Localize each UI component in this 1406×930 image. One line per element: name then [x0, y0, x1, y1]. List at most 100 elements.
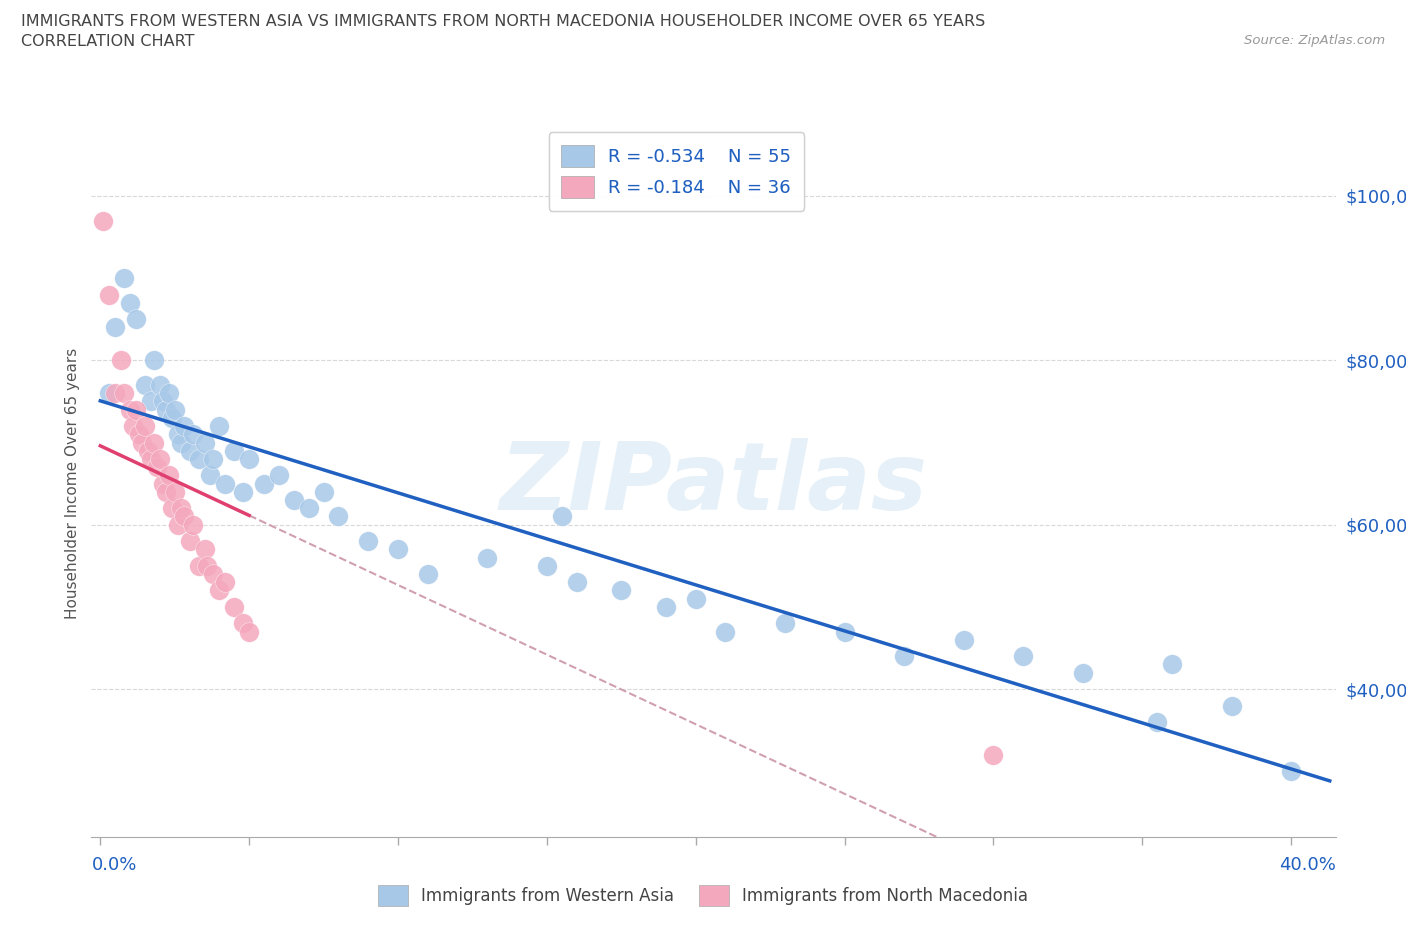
- Point: [155, 402, 177, 417]
- Point: [187, 558, 209, 573]
- Point: [232, 616, 254, 631]
- Point: [98, 287, 121, 302]
- Point: [565, 575, 588, 590]
- Point: [1071, 665, 1094, 680]
- Point: [125, 312, 148, 326]
- Point: [157, 468, 180, 483]
- Point: [357, 534, 380, 549]
- Point: [834, 624, 856, 639]
- Point: [214, 575, 236, 590]
- Point: [142, 435, 165, 450]
- Point: [267, 468, 290, 483]
- Point: [193, 542, 215, 557]
- Point: [163, 485, 186, 499]
- Text: IMMIGRANTS FROM WESTERN ASIA VS IMMIGRANTS FROM NORTH MACEDONIA HOUSEHOLDER INCO: IMMIGRANTS FROM WESTERN ASIA VS IMMIGRAN…: [21, 14, 986, 29]
- Point: [166, 517, 188, 532]
- Point: [125, 402, 148, 417]
- Point: [179, 444, 201, 458]
- Text: Source: ZipAtlas.com: Source: ZipAtlas.com: [1244, 34, 1385, 47]
- Point: [983, 748, 1005, 763]
- Point: [1220, 698, 1243, 713]
- Point: [202, 566, 225, 581]
- Point: [170, 501, 193, 516]
- Text: 40.0%: 40.0%: [1279, 856, 1336, 873]
- Point: [152, 476, 174, 491]
- Point: [155, 485, 177, 499]
- Point: [160, 501, 183, 516]
- Point: [122, 418, 145, 433]
- Point: [104, 386, 127, 401]
- Point: [120, 402, 142, 417]
- Y-axis label: Householder Income Over 65 years: Householder Income Over 65 years: [65, 348, 80, 619]
- Point: [181, 517, 204, 532]
- Point: [128, 427, 150, 442]
- Point: [283, 493, 305, 508]
- Point: [1012, 649, 1035, 664]
- Point: [238, 624, 260, 639]
- Point: [1146, 714, 1168, 729]
- Point: [173, 418, 195, 433]
- Point: [142, 352, 165, 367]
- Point: [952, 632, 974, 647]
- Point: [131, 435, 153, 450]
- Point: [112, 271, 135, 286]
- Point: [112, 386, 135, 401]
- Point: [387, 542, 409, 557]
- Point: [160, 410, 183, 425]
- Point: [149, 378, 172, 392]
- Point: [173, 509, 195, 524]
- Point: [773, 616, 796, 631]
- Point: [655, 600, 678, 615]
- Point: [163, 402, 186, 417]
- Point: [139, 451, 162, 466]
- Point: [200, 468, 222, 483]
- Point: [110, 352, 132, 367]
- Point: [149, 451, 172, 466]
- Point: [197, 558, 219, 573]
- Text: CORRELATION CHART: CORRELATION CHART: [21, 34, 194, 49]
- Point: [685, 591, 707, 606]
- Point: [98, 386, 121, 401]
- Point: [193, 435, 215, 450]
- Point: [146, 459, 169, 474]
- Point: [477, 551, 499, 565]
- Point: [134, 378, 156, 392]
- Point: [224, 600, 246, 615]
- Point: [179, 534, 201, 549]
- Point: [238, 451, 260, 466]
- Point: [610, 583, 633, 598]
- Point: [224, 444, 246, 458]
- Text: 0.0%: 0.0%: [91, 856, 136, 873]
- Point: [253, 476, 276, 491]
- Point: [181, 427, 204, 442]
- Point: [170, 435, 193, 450]
- Point: [166, 427, 188, 442]
- Point: [187, 451, 209, 466]
- Point: [536, 558, 558, 573]
- Point: [232, 485, 254, 499]
- Point: [136, 444, 159, 458]
- Point: [139, 394, 162, 409]
- Point: [312, 485, 335, 499]
- Point: [1279, 764, 1302, 778]
- Point: [91, 213, 114, 228]
- Point: [551, 509, 574, 524]
- Point: [152, 394, 174, 409]
- Point: [208, 583, 231, 598]
- Point: [298, 501, 321, 516]
- Legend: R = -0.534    N = 55, R = -0.184    N = 36: R = -0.534 N = 55, R = -0.184 N = 36: [548, 132, 804, 210]
- Point: [416, 566, 439, 581]
- Point: [208, 418, 231, 433]
- Point: [893, 649, 915, 664]
- Point: [157, 386, 180, 401]
- Text: ZIPatlas: ZIPatlas: [499, 438, 928, 529]
- Point: [714, 624, 737, 639]
- Point: [214, 476, 236, 491]
- Point: [104, 320, 127, 335]
- Point: [134, 418, 156, 433]
- Point: [328, 509, 350, 524]
- Point: [202, 451, 225, 466]
- Point: [1161, 657, 1184, 671]
- Legend: Immigrants from Western Asia, Immigrants from North Macedonia: Immigrants from Western Asia, Immigrants…: [371, 879, 1035, 912]
- Point: [120, 296, 142, 311]
